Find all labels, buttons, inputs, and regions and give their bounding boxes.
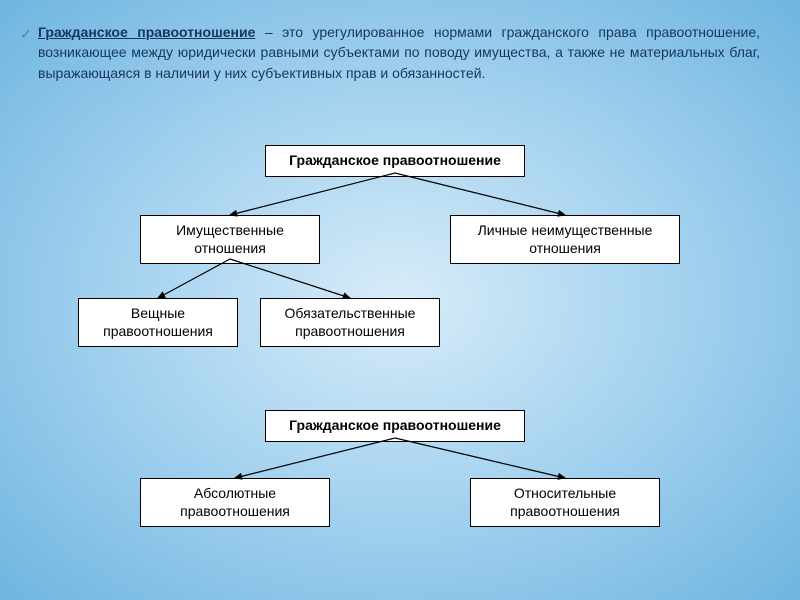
d2-left-box: Абсолютные правоотношения (140, 478, 330, 527)
bullet-check-icon: ✓ (20, 24, 32, 44)
d1-right-box: Личные неимущественные отношения (450, 215, 680, 264)
d1-leaf1-box: Вещные правоотношения (78, 298, 238, 347)
d1-root-box: Гражданское правоотношение (265, 145, 525, 177)
d1-left-box: Имущественные отношения (140, 215, 320, 264)
d1-leaf2-box: Обязательственные правоотношения (260, 298, 440, 347)
d2-root-box: Гражданское правоотношение (265, 410, 525, 442)
definition-term: Гражданское правоотношение (38, 24, 255, 40)
definition-paragraph: ✓ Гражданское правоотношение – это урегу… (38, 22, 760, 83)
d2-right-box: Относительные правоотношения (470, 478, 660, 527)
